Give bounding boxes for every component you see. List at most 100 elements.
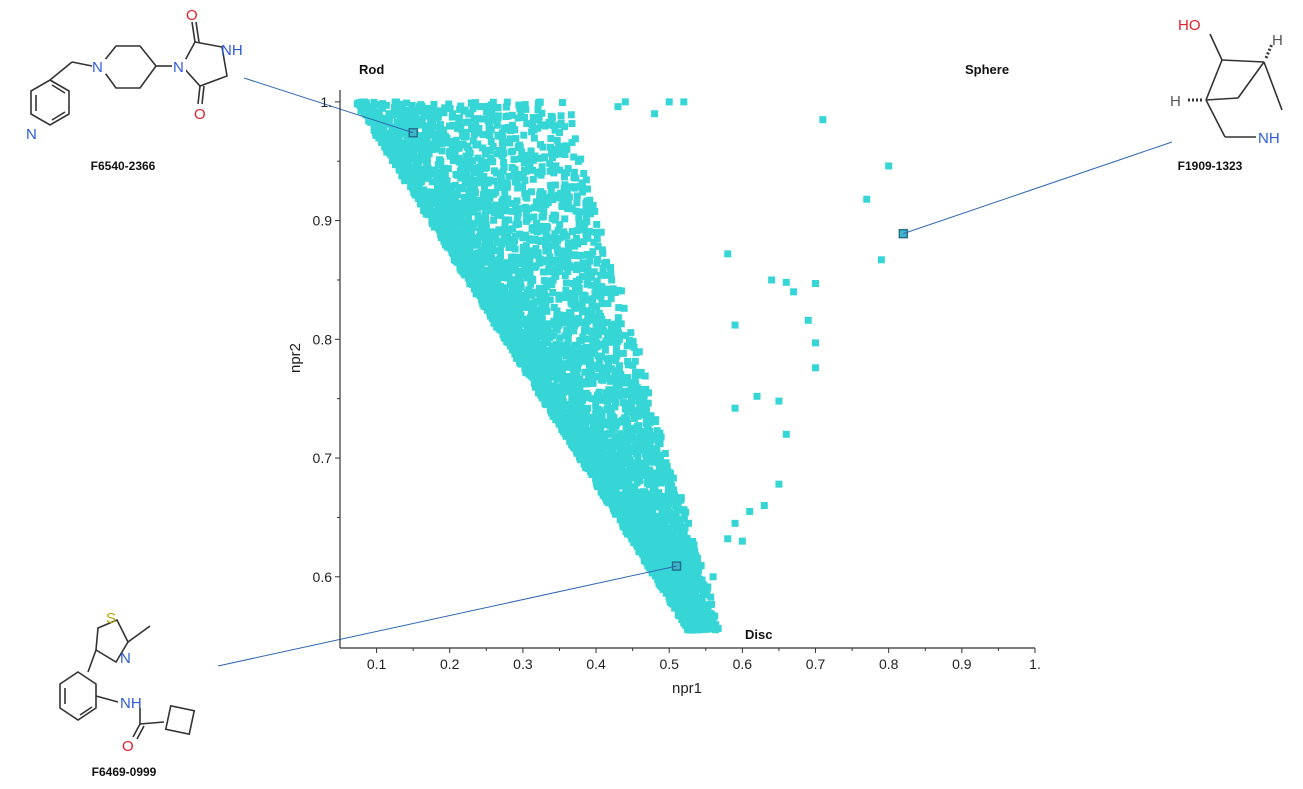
scatter-point — [501, 284, 509, 292]
scatter-point — [553, 341, 561, 349]
scatter-point — [396, 109, 404, 117]
scatter-point — [490, 177, 498, 185]
scatter-point — [423, 122, 431, 130]
scatter-point — [470, 234, 478, 242]
scatter-point — [644, 430, 652, 438]
scatter-point — [486, 194, 494, 202]
scatter-point — [608, 394, 616, 402]
scatter-point — [608, 485, 616, 493]
scatter-point — [619, 492, 627, 500]
scatter-point — [471, 99, 479, 107]
scatter-point — [522, 368, 530, 376]
scatter-point — [555, 295, 563, 303]
scatter-point — [374, 130, 382, 138]
scatter-point — [562, 352, 570, 360]
scatter-point — [568, 204, 576, 212]
scatter-point — [499, 167, 507, 175]
scatter-point — [547, 242, 555, 250]
scatter-point — [415, 103, 423, 111]
scatter-point — [551, 126, 559, 134]
scatter-point — [645, 532, 653, 540]
scatter-point — [571, 351, 579, 359]
scatter-point — [412, 106, 420, 114]
scatter-point — [507, 199, 515, 207]
scatter-point — [646, 494, 654, 502]
scatter-point — [564, 346, 572, 354]
scatter-point — [683, 565, 691, 573]
scatter-point — [406, 143, 414, 151]
scatter-point — [464, 232, 472, 240]
scatter-point — [560, 232, 568, 240]
scatter-point — [597, 228, 605, 236]
scatter-point — [441, 241, 449, 249]
scatter-point — [402, 99, 410, 107]
scatter-point — [432, 136, 440, 144]
scatter-point — [514, 314, 522, 322]
scatter-point — [652, 455, 660, 463]
scatter-point — [681, 550, 689, 558]
scatter-point — [575, 284, 583, 292]
scatter-point — [616, 459, 624, 467]
scatter-point — [443, 195, 451, 203]
scatter-point — [556, 347, 564, 355]
scatter-point — [531, 332, 539, 340]
scatter-point — [478, 250, 486, 258]
scatter-point — [535, 319, 543, 327]
scatter-point — [559, 408, 567, 416]
scatter-point — [364, 105, 372, 113]
scatter-point — [486, 254, 494, 262]
scatter-point — [626, 408, 634, 416]
scatter-point — [510, 278, 518, 286]
scatter-point — [686, 576, 694, 584]
scatter-point — [597, 427, 605, 435]
scatter-point — [569, 383, 577, 391]
scatter-point — [474, 164, 482, 172]
scatter-point — [446, 150, 454, 158]
scatter-point — [536, 315, 544, 323]
scatter-point — [544, 246, 552, 254]
scatter-point — [484, 258, 492, 266]
scatter-point — [571, 295, 579, 303]
scatter-point — [449, 110, 457, 118]
scatter-point — [525, 286, 533, 294]
scatter-point — [645, 447, 653, 455]
scatter-point — [555, 142, 563, 150]
scatter-point — [645, 498, 653, 506]
scatter-point — [707, 593, 715, 601]
scatter-point — [570, 238, 578, 246]
scatter-point — [700, 624, 708, 632]
scatter-point — [700, 582, 708, 590]
scatter-point — [560, 170, 568, 178]
scatter-point — [573, 394, 581, 402]
scatter-point — [559, 198, 567, 206]
scatter-point — [680, 506, 688, 514]
scatter-point — [571, 413, 579, 421]
scatter-point — [704, 601, 712, 609]
scatter-point — [529, 175, 537, 183]
scatter-point — [584, 307, 592, 315]
scatter-point — [548, 163, 556, 171]
scatter-point — [644, 399, 652, 407]
scatter-point — [651, 482, 659, 490]
scatter-point — [593, 235, 601, 243]
scatter-point — [556, 194, 564, 202]
scatter-point — [546, 159, 554, 167]
scatter-point — [610, 327, 618, 335]
scatter-point — [451, 181, 459, 189]
scatter-point — [511, 166, 519, 174]
scatter-point — [656, 567, 664, 575]
scatter-point — [627, 484, 635, 492]
scatter-point — [511, 204, 519, 212]
scatter-point — [546, 167, 554, 175]
scatter-point — [515, 305, 523, 313]
scatter-point — [656, 479, 664, 487]
scatter-point — [603, 319, 611, 327]
scatter-point — [608, 391, 616, 399]
scatter-point — [675, 593, 683, 601]
scatter-point — [571, 341, 579, 349]
scatter-point — [488, 106, 496, 114]
scatter-point — [627, 488, 635, 496]
scatter-point — [658, 528, 666, 536]
scatter-point — [587, 281, 595, 289]
scatter-point — [496, 324, 504, 332]
